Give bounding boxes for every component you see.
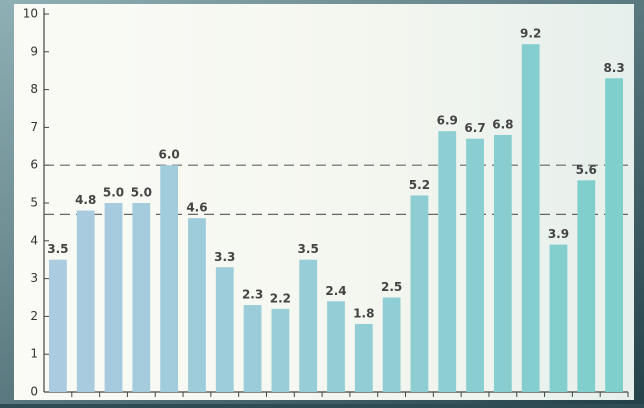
- bar: [271, 308, 290, 392]
- bar: [76, 210, 95, 392]
- y-tick-label: 3: [30, 271, 38, 285]
- y-tick-label: 0: [30, 385, 38, 399]
- bar: [438, 131, 457, 392]
- bar: [605, 78, 623, 392]
- bar: [132, 203, 151, 392]
- bar: [354, 323, 373, 392]
- y-tick-label: 8: [30, 82, 38, 96]
- bar: [549, 244, 568, 392]
- bar: [466, 138, 484, 392]
- y-tick-label: 9: [30, 44, 38, 58]
- value-label: 3.5: [298, 242, 319, 256]
- value-label: 6.7: [464, 121, 485, 135]
- value-label: 4.6: [186, 201, 207, 215]
- value-label: 5.0: [131, 186, 152, 200]
- value-label: 5.6: [576, 163, 597, 177]
- bar: [49, 259, 67, 392]
- value-label: 3.3: [214, 250, 235, 264]
- bar: [493, 134, 512, 392]
- bar: [577, 180, 596, 392]
- bar: [243, 305, 262, 392]
- value-label: 3.9: [548, 227, 569, 241]
- value-label: 6.9: [437, 114, 458, 128]
- value-label: 3.5: [47, 242, 68, 256]
- bar: [521, 44, 540, 393]
- bar: [299, 259, 318, 392]
- value-label: 8.3: [603, 61, 624, 75]
- y-tick-label: 4: [30, 233, 38, 247]
- value-label: 2.5: [381, 280, 402, 294]
- value-label: 6.8: [492, 117, 513, 131]
- y-tick-label: 5: [30, 196, 38, 210]
- bar: [382, 297, 401, 392]
- y-tick-label: 10: [23, 7, 38, 21]
- y-tick-label: 6: [30, 158, 38, 172]
- bar: [160, 165, 179, 392]
- value-label: 1.8: [353, 306, 374, 320]
- bar: [410, 195, 429, 392]
- bar: [188, 218, 206, 392]
- value-label: 4.8: [75, 193, 96, 207]
- y-tick-label: 2: [30, 309, 38, 323]
- bar: [327, 301, 345, 392]
- bar: [104, 203, 123, 392]
- value-label: 6.0: [159, 148, 180, 162]
- value-label: 5.0: [103, 186, 124, 200]
- y-tick-label: 1: [30, 347, 38, 361]
- value-label: 2.4: [325, 284, 346, 298]
- bar: [215, 267, 234, 392]
- value-label: 2.3: [242, 288, 263, 302]
- y-tick-label: 7: [30, 120, 38, 134]
- value-label: 5.2: [409, 178, 430, 192]
- value-label: 9.2: [520, 27, 541, 41]
- value-label: 2.2: [270, 291, 291, 305]
